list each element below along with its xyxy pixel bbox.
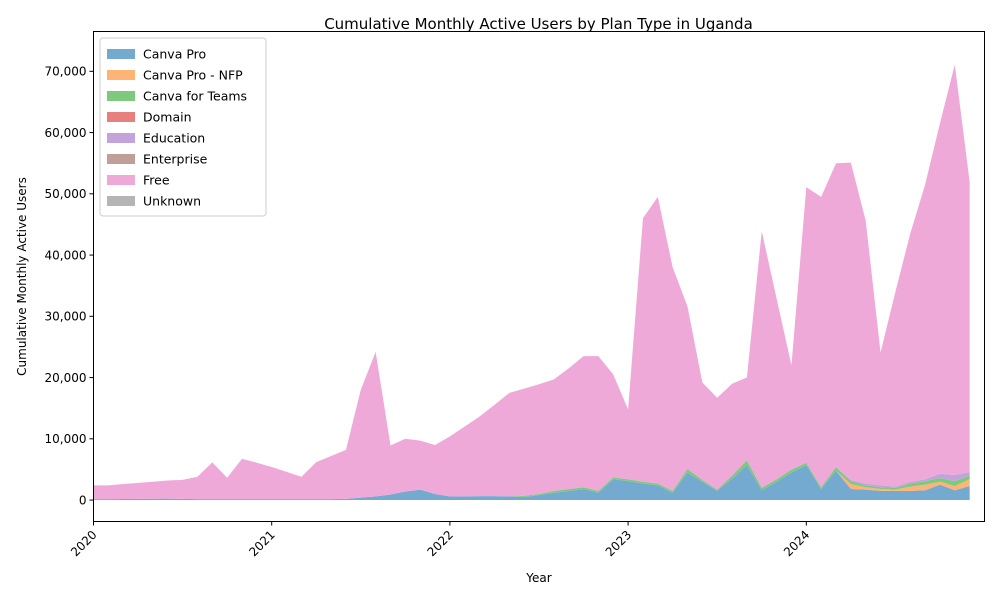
y-tick-label: 60,000: [45, 126, 87, 140]
legend-swatch: [107, 133, 135, 143]
y-tick-label: 30,000: [45, 310, 87, 324]
y-tick-label: 20,000: [45, 371, 87, 385]
x-axis-title: Year: [525, 571, 551, 585]
legend-swatch: [107, 175, 135, 185]
legend-label: Canva Pro: [143, 47, 206, 62]
y-tick-label: 50,000: [45, 187, 87, 201]
legend-swatch: [107, 49, 135, 59]
legend-label: Domain: [143, 110, 192, 125]
legend-swatch: [107, 154, 135, 164]
y-axis-title: Cumulative Monthly Active Users: [15, 177, 29, 376]
chart-title: Cumulative Monthly Active Users by Plan …: [324, 15, 753, 33]
legend-label: Free: [143, 173, 170, 188]
legend-swatch: [107, 196, 135, 206]
y-tick-label: 40,000: [45, 248, 87, 262]
legend-label: Enterprise: [143, 152, 208, 167]
legend: Canva Pro Canva Pro - NFP Canva for Teams D…: [99, 37, 267, 217]
legend-swatch: [107, 70, 135, 80]
legend-swatch: [107, 112, 135, 122]
plot-frame: [93, 31, 985, 522]
area-canva-for-teams: [93, 460, 970, 500]
axes-layer: [93, 31, 985, 522]
y-axis: 0 10,000 20,000 30,000 40,000 50,000 60,000 70,…: [45, 65, 94, 507]
y-tick-label: 70,000: [45, 65, 87, 79]
legend-label: Canva for Teams: [143, 89, 247, 104]
legend-label: Education: [143, 131, 205, 146]
y-tick-label: 10,000: [45, 432, 87, 446]
area-canva-pro: [93, 465, 970, 501]
areas-layer: [93, 64, 970, 501]
legend-label: Unknown: [143, 194, 201, 209]
area-free: [93, 64, 970, 500]
legend-box: [99, 37, 267, 217]
legend-label: Canva Pro - NFP: [143, 68, 243, 83]
legend-swatch: [107, 91, 135, 101]
y-tick-label: 0: [79, 493, 87, 507]
